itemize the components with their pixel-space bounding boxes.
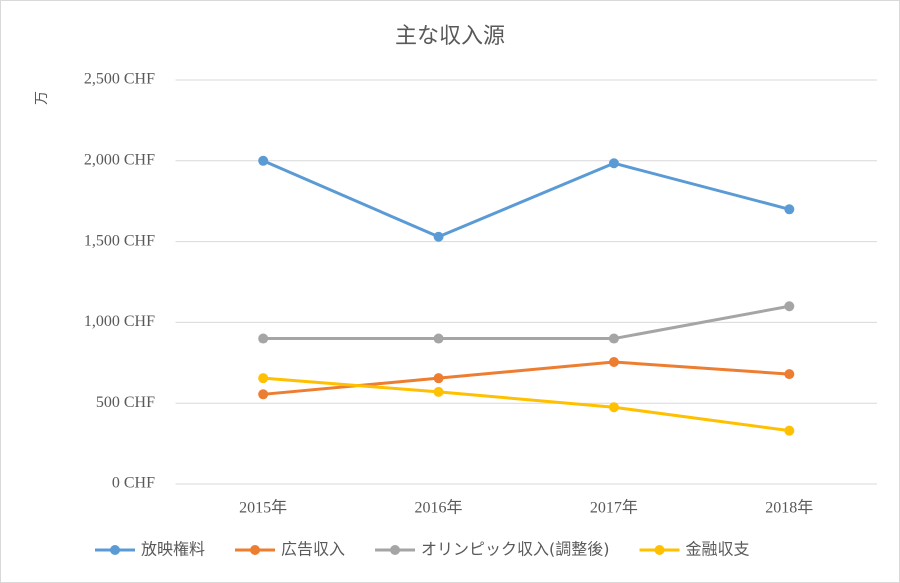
point: [784, 204, 795, 215]
legend-marker: [110, 545, 120, 555]
legend-marker: [390, 545, 401, 555]
series-line: [261, 376, 791, 433]
point: [258, 155, 269, 166]
legend-label: 金融収支: [686, 540, 750, 559]
y-tick-label: 2,500 CHF: [84, 71, 155, 88]
x-tick-label: 2015年: [239, 499, 287, 517]
point: [608, 158, 619, 169]
series-line: [261, 304, 791, 341]
y-axis-label: 万: [34, 91, 50, 105]
point: [258, 333, 269, 344]
point: [784, 369, 795, 380]
y-tick-label: 0 CHF: [112, 475, 155, 492]
point: [784, 301, 795, 312]
point: [433, 231, 444, 242]
y-tick-label: 1,500 CHF: [84, 232, 155, 249]
point: [433, 386, 444, 397]
x-tick-label: 2017年: [590, 499, 638, 517]
point: [433, 333, 444, 344]
chart-title: 主な収入源: [395, 24, 505, 49]
x-tick-label: 2018年: [765, 499, 813, 517]
y-tick-label: 2,000 CHF: [84, 151, 155, 168]
y-tick-label: 1,000 CHF: [84, 313, 155, 330]
point: [608, 356, 619, 367]
point: [608, 402, 619, 413]
point: [258, 373, 269, 384]
point: [784, 425, 795, 436]
point: [433, 373, 444, 384]
y-tick-label: 500 CHF: [96, 394, 155, 411]
legend-label: 広告収入: [281, 540, 345, 559]
series-line: [261, 159, 791, 239]
point: [608, 333, 619, 344]
legend-marker: [654, 545, 665, 555]
x-tick-label: 2016年: [415, 499, 463, 517]
point: [258, 389, 269, 400]
legend-label: 放映権料: [141, 540, 205, 559]
legend-marker: [250, 545, 261, 555]
legend-label: オリンピック収入(調整後): [421, 540, 610, 559]
